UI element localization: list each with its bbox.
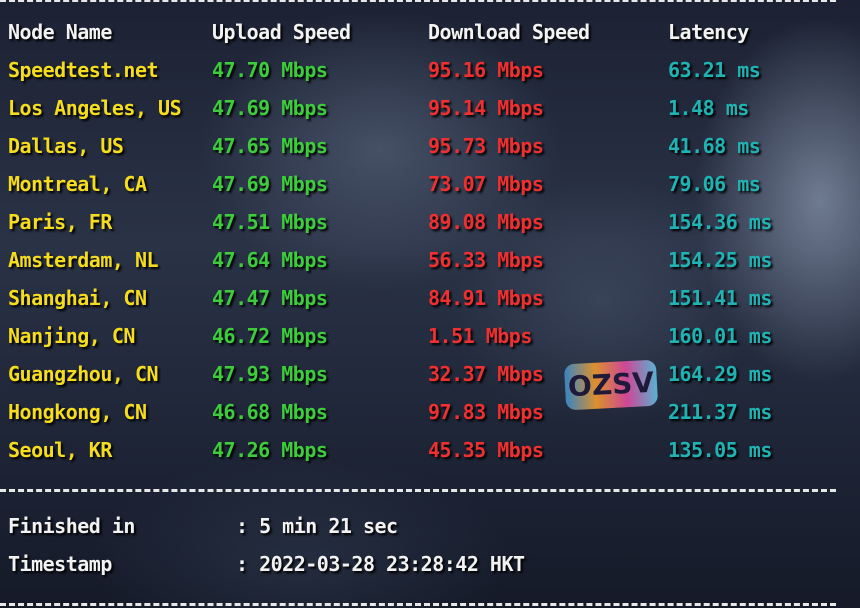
ozsv-watermark-logo: OZSV (563, 359, 659, 411)
download-speed: 1.51 Mbps (428, 324, 532, 348)
upload-speed: 47.70 Mbps (212, 58, 328, 82)
latency: 63.21 ms (668, 58, 761, 82)
timestamp-label: Timestamp (8, 552, 112, 576)
node-name: Speedtest.net (8, 58, 159, 82)
download-speed: 95.16 Mbps (428, 58, 544, 82)
latency: 79.06 ms (668, 172, 761, 196)
download-speed: 89.08 Mbps (428, 210, 544, 234)
upload-speed: 46.68 Mbps (212, 400, 328, 424)
node-name: Montreal, CA (8, 172, 147, 196)
header-latency: Latency (668, 20, 749, 44)
table-row: Hongkong, CN 46.68 Mbps 97.83 Mbps 211.37 m… (0, 400, 860, 438)
timestamp-line: Timestamp : 2022-03-28 23:28:42 HKT (0, 552, 860, 590)
middle-divider (0, 489, 836, 492)
download-speed: 73.07 Mbps (428, 172, 544, 196)
upload-speed: 47.69 Mbps (212, 172, 328, 196)
latency: 154.36 ms (668, 210, 772, 234)
timestamp-value: : 2022-03-28 23:28:42 HKT (236, 552, 525, 576)
table-row: Dallas, US 47.65 Mbps 95.73 Mbps 41.68 ms (0, 134, 860, 172)
latency: 1.48 ms (668, 96, 749, 120)
download-speed: 32.37 Mbps (428, 362, 544, 386)
table-header: Node Name Upload Speed Download Speed La… (0, 20, 860, 58)
download-speed: 95.14 Mbps (428, 96, 544, 120)
latency: 135.05 ms (668, 438, 772, 462)
download-speed: 56.33 Mbps (428, 248, 544, 272)
header-download-speed: Download Speed (428, 20, 590, 44)
bottom-divider (0, 603, 836, 606)
table-row: Speedtest.net 47.70 Mbps 95.16 Mbps 63.21 m… (0, 58, 860, 96)
node-name: Dallas, US (8, 134, 124, 158)
header-upload-speed: Upload Speed (212, 20, 351, 44)
latency: 160.01 ms (668, 324, 772, 348)
node-name: Nanjing, CN (8, 324, 135, 348)
table-row: Amsterdam, NL 47.64 Mbps 56.33 Mbps 154.25 … (0, 248, 860, 286)
table-row: Seoul, KR 47.26 Mbps 45.35 Mbps 135.05 ms (0, 438, 860, 476)
finished-label: Finished in (8, 514, 135, 538)
upload-speed: 46.72 Mbps (212, 324, 328, 348)
latency: 151.41 ms (668, 286, 772, 310)
latency: 164.29 ms (668, 362, 772, 386)
download-speed: 45.35 Mbps (428, 438, 544, 462)
table-row: Los Angeles, US 47.69 Mbps 95.14 Mbps 1.48 … (0, 96, 860, 134)
table-row: Nanjing, CN 46.72 Mbps 1.51 Mbps 160.01 ms (0, 324, 860, 362)
download-speed: 97.83 Mbps (428, 400, 544, 424)
latency: 211.37 ms (668, 400, 772, 424)
upload-speed: 47.64 Mbps (212, 248, 328, 272)
finished-in-line: Finished in : 5 min 21 sec (0, 514, 860, 552)
table-row: Guangzhou, CN 47.93 Mbps 32.37 Mbps 164.29 … (0, 362, 860, 400)
upload-speed: 47.51 Mbps (212, 210, 328, 234)
node-name: Shanghai, CN (8, 286, 147, 310)
download-speed: 95.73 Mbps (428, 134, 544, 158)
finished-value: : 5 min 21 sec (236, 514, 398, 538)
node-name: Paris, FR (8, 210, 112, 234)
table-row: Montreal, CA 47.69 Mbps 73.07 Mbps 79.06 ms (0, 172, 860, 210)
upload-speed: 47.69 Mbps (212, 96, 328, 120)
download-speed: 84.91 Mbps (428, 286, 544, 310)
node-name: Guangzhou, CN (8, 362, 159, 386)
top-divider (0, 0, 836, 2)
node-name: Amsterdam, NL (8, 248, 159, 272)
node-name: Los Angeles, US (8, 96, 182, 120)
upload-speed: 47.26 Mbps (212, 438, 328, 462)
latency: 41.68 ms (668, 134, 761, 158)
upload-speed: 47.47 Mbps (212, 286, 328, 310)
header-node-name: Node Name (8, 20, 112, 44)
latency: 154.25 ms (668, 248, 772, 272)
table-row: Paris, FR 47.51 Mbps 89.08 Mbps 154.36 ms (0, 210, 860, 248)
upload-speed: 47.65 Mbps (212, 134, 328, 158)
node-name: Seoul, KR (8, 438, 112, 462)
upload-speed: 47.93 Mbps (212, 362, 328, 386)
table-row: Shanghai, CN 47.47 Mbps 84.91 Mbps 151.41 m… (0, 286, 860, 324)
node-name: Hongkong, CN (8, 400, 147, 424)
